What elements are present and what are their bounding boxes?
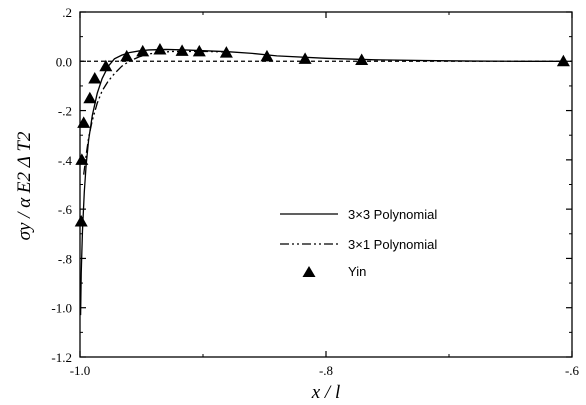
y-tick-label: -.4 <box>58 153 73 168</box>
yin-marker <box>88 72 102 84</box>
legend-label-3x3: 3×3 Polynomial <box>348 207 437 222</box>
yin-marker <box>192 44 206 57</box>
yin-marker <box>153 42 167 55</box>
yin-marker <box>260 49 274 62</box>
yin-marker <box>83 91 97 104</box>
y-tick-labels: .2 0.0 -.2 -.4 -.6 -.8 -1.0 -1.2 <box>51 5 72 365</box>
y-tick-label: -.6 <box>58 202 73 217</box>
yin-marker <box>99 59 113 72</box>
y-tick-label: -1.0 <box>51 301 72 316</box>
yin-marker <box>77 116 91 128</box>
yin-marker <box>120 49 134 62</box>
yin-marker <box>75 153 89 165</box>
yin-marker <box>219 46 233 58</box>
yin-marker <box>136 44 150 57</box>
legend-label-3x1: 3×1 Polynomial <box>348 237 437 252</box>
series-3x3-polynomial-line <box>79 48 560 316</box>
plot-area <box>74 11 573 358</box>
x-tick-labels: -1.0 -.8 -.6 <box>70 363 580 378</box>
plot-frame <box>79 11 573 358</box>
legend: 3×3 Polynomial 3×1 Polynomial Yin <box>280 207 437 279</box>
x-tick-label: -.6 <box>565 363 580 378</box>
yin-marker <box>355 53 369 66</box>
y-axis-title: σy / α E2 Δ T2 <box>14 131 35 240</box>
y-tick-label: .2 <box>62 5 72 20</box>
yin-marker <box>74 214 88 227</box>
y-tick-label: -1.2 <box>51 350 72 365</box>
yin-marker <box>298 52 312 64</box>
y-tick-label: -.2 <box>58 104 72 119</box>
y-tick-label: 0.0 <box>56 54 72 69</box>
legend-label-yin: Yin <box>348 264 366 279</box>
x-axis-title: x / l <box>311 382 341 403</box>
yin-marker <box>175 44 189 56</box>
x-tick-label: -.8 <box>319 363 333 378</box>
yin-marker <box>556 54 570 67</box>
legend-marker-triangle <box>302 266 316 277</box>
y-tick-label: -.8 <box>58 251 72 266</box>
series-layer <box>74 42 570 316</box>
x-tick-label: -1.0 <box>70 363 91 378</box>
axis-ticks <box>79 11 573 358</box>
